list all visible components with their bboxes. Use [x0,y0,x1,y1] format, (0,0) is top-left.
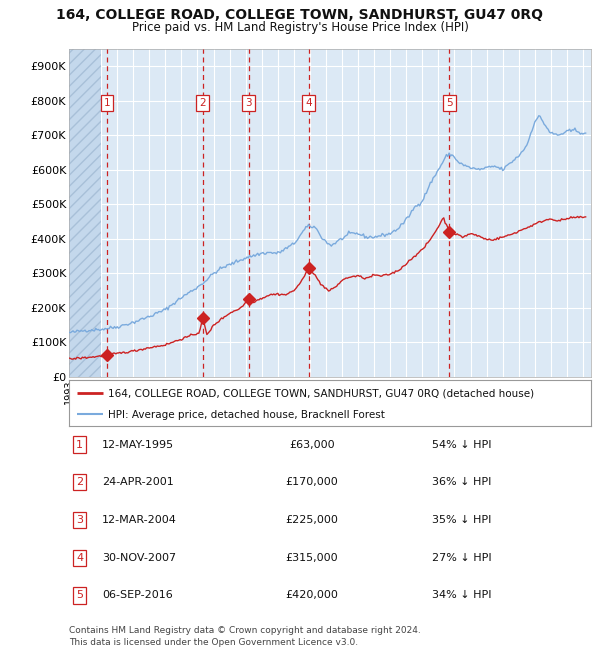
Text: 164, COLLEGE ROAD, COLLEGE TOWN, SANDHURST, GU47 0RQ: 164, COLLEGE ROAD, COLLEGE TOWN, SANDHUR… [56,8,544,22]
Text: 06-SEP-2016: 06-SEP-2016 [102,590,173,601]
Text: 12-MAR-2004: 12-MAR-2004 [102,515,177,525]
Text: 36% ↓ HPI: 36% ↓ HPI [432,477,491,488]
Text: 34% ↓ HPI: 34% ↓ HPI [432,590,491,601]
Text: 2: 2 [76,477,83,488]
Text: 24-APR-2001: 24-APR-2001 [102,477,174,488]
Text: HPI: Average price, detached house, Bracknell Forest: HPI: Average price, detached house, Brac… [108,410,385,420]
Text: £170,000: £170,000 [286,477,338,488]
Text: 3: 3 [245,98,252,108]
Text: 54% ↓ HPI: 54% ↓ HPI [432,439,491,450]
Text: £63,000: £63,000 [289,439,335,450]
Text: 4: 4 [305,98,312,108]
Text: 5: 5 [446,98,452,108]
Text: 164, COLLEGE ROAD, COLLEGE TOWN, SANDHURST, GU47 0RQ (detached house): 164, COLLEGE ROAD, COLLEGE TOWN, SANDHUR… [108,389,534,398]
Text: £420,000: £420,000 [286,590,338,601]
Text: 30-NOV-2007: 30-NOV-2007 [102,552,176,563]
Text: Contains HM Land Registry data © Crown copyright and database right 2024.: Contains HM Land Registry data © Crown c… [69,626,421,635]
Text: 35% ↓ HPI: 35% ↓ HPI [432,515,491,525]
Text: Price paid vs. HM Land Registry's House Price Index (HPI): Price paid vs. HM Land Registry's House … [131,21,469,34]
Text: 1: 1 [76,439,83,450]
Text: 1: 1 [104,98,110,108]
Text: 5: 5 [76,590,83,601]
Bar [69,49,101,377]
Text: 12-MAY-1995: 12-MAY-1995 [102,439,174,450]
Text: £315,000: £315,000 [286,552,338,563]
Text: 27% ↓ HPI: 27% ↓ HPI [432,552,491,563]
Text: £225,000: £225,000 [286,515,338,525]
Text: 2: 2 [199,98,206,108]
Text: 4: 4 [76,552,83,563]
Text: This data is licensed under the Open Government Licence v3.0.: This data is licensed under the Open Gov… [69,638,358,647]
Text: 3: 3 [76,515,83,525]
